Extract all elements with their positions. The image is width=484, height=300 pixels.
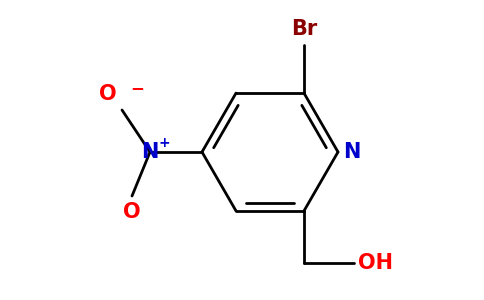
Text: −: − [130, 79, 144, 97]
Text: O: O [123, 202, 141, 222]
Text: O: O [99, 84, 117, 104]
Text: +: + [159, 136, 171, 150]
Text: N: N [343, 142, 361, 162]
Text: OH: OH [358, 253, 393, 273]
Text: N: N [141, 142, 159, 162]
Text: Br: Br [291, 19, 317, 39]
